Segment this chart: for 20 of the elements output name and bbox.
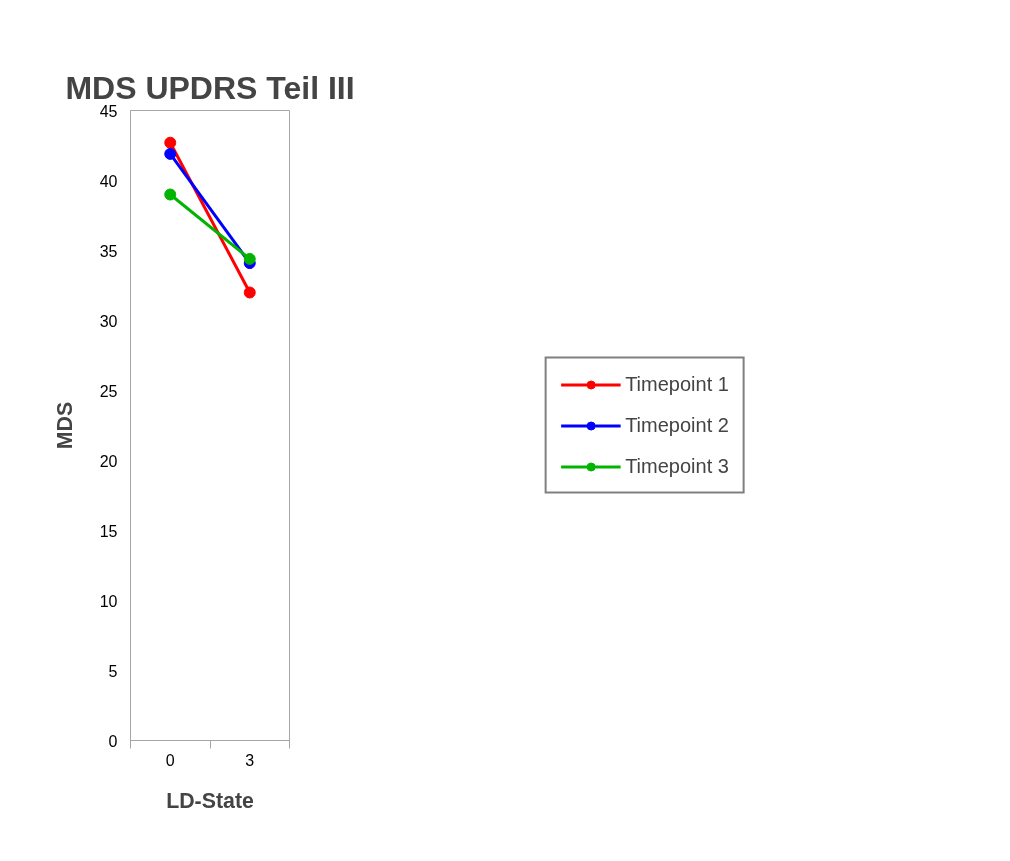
y-tick-label: 15: [99, 522, 118, 540]
y-tick-label: 25: [99, 382, 118, 400]
y-tick-label: 35: [99, 242, 118, 260]
legend-label: Timepoint 3: [625, 454, 729, 478]
x-tick-label: 3: [245, 751, 255, 769]
y-tick-label: 0: [108, 732, 118, 750]
y-tick-label: 40: [99, 172, 118, 190]
point: [164, 136, 177, 149]
point: [243, 252, 256, 265]
point: [164, 188, 177, 201]
point: [164, 147, 177, 160]
point: [243, 286, 256, 299]
legend-label: Timepoint 1: [625, 372, 729, 396]
y-tick-label: 5: [108, 662, 118, 680]
x-axis-title: LD-State: [166, 788, 254, 813]
y-tick-label: 30: [99, 312, 118, 330]
y-tick-label: 10: [99, 592, 118, 610]
y-tick-label: 20: [99, 452, 118, 470]
y-axis-title: MDS: [52, 401, 77, 450]
legend-label: Timepoint 2: [625, 413, 729, 437]
